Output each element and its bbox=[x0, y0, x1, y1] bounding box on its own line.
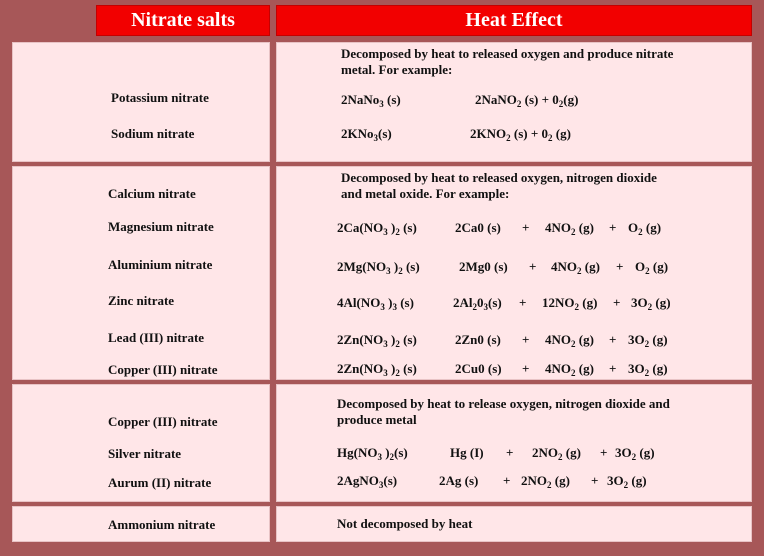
plus-sign: + bbox=[600, 445, 608, 460]
plus-sign: + bbox=[609, 361, 617, 376]
salt-name: Sodium nitrate bbox=[111, 126, 195, 141]
equation-row: 2Mg(NO3 )2 (s) 2Mg0 (s) + 4NO2 (g) + O2 … bbox=[277, 259, 753, 276]
equation: 2KNo3(s) bbox=[341, 126, 392, 143]
equation-product: 2Ca0 (s) bbox=[455, 220, 501, 235]
salt-name: Magnesium nitrate bbox=[108, 219, 214, 234]
plus-sign: + bbox=[519, 295, 527, 310]
salt-name: Aurum (II) nitrate bbox=[108, 475, 212, 490]
equation-row: Hg(NO3 )2(s) Hg (I) + 2NO2 (g) + 3O2 (g) bbox=[277, 445, 753, 462]
equation-product: 2NO2 (g) bbox=[521, 473, 570, 490]
equation-reactant: 4Al(NO3 )3 (s) bbox=[337, 295, 414, 312]
equation-reactant: 2Ca(NO3 )2 (s) bbox=[337, 220, 417, 237]
salt-name: Copper (III) nitrate bbox=[108, 362, 218, 377]
equation-product: 2Al203(s) bbox=[453, 295, 502, 312]
equation-product: 2Zn0 (s) bbox=[455, 332, 501, 347]
equation-product: 4NO2 (g) bbox=[545, 332, 594, 349]
equation-product: 4NO2 (g) bbox=[545, 361, 594, 378]
equation-reactant: 2Zn(NO3 )2 (s) bbox=[337, 361, 417, 378]
equation-row: 2Ca(NO3 )2 (s) 2Ca0 (s) + 4NO2 (g) + O2 … bbox=[277, 220, 753, 237]
salt-name: Zinc nitrate bbox=[108, 293, 175, 308]
equation-product: O2 (g) bbox=[635, 259, 669, 276]
group1-salts-cell: Potassium nitrate Sodium nitrate bbox=[12, 42, 270, 162]
equation-product: 3O2 (g) bbox=[628, 361, 668, 378]
plus-sign: + bbox=[529, 259, 537, 274]
group4-effect-cell: Not decomposed by heat bbox=[276, 506, 752, 542]
plus-sign: + bbox=[613, 295, 621, 310]
equation-product: O2 (g) bbox=[628, 220, 662, 237]
equation-row: 2AgNO3(s) 2Ag (s) + 2NO2 (g) + 3O2 (g) bbox=[277, 473, 753, 490]
plus-sign: + bbox=[609, 220, 617, 235]
equation-reactant: Hg(NO3 )2(s) bbox=[337, 445, 408, 462]
salt-name: Calcium nitrate bbox=[108, 186, 196, 201]
equation-products: 2KNO2 (s) + 02 (g) bbox=[470, 126, 571, 143]
equation-product: 12NO2 (g) bbox=[542, 295, 598, 312]
equation-product: 2Mg0 (s) bbox=[459, 259, 508, 274]
group2-description: Decomposed by heat to released oxygen, n… bbox=[341, 170, 657, 201]
group3-description: Decomposed by heat to release oxygen, ni… bbox=[337, 396, 670, 427]
salt-name: Aluminium nitrate bbox=[108, 257, 213, 272]
equation-row: 4Al(NO3 )3 (s) 2Al203(s) + 12NO2 (g) + 3… bbox=[277, 295, 753, 312]
equation-row: 2Zn(NO3 )2 (s) 2Cu0 (s) + 4NO2 (g) + 3O2… bbox=[277, 361, 753, 378]
plus-sign: + bbox=[591, 473, 599, 488]
header-heat-effect: Heat Effect bbox=[276, 5, 752, 36]
plus-sign: + bbox=[609, 332, 617, 347]
plus-sign: + bbox=[506, 445, 514, 460]
plus-sign: + bbox=[522, 332, 530, 347]
equation-product: 3O2 (g) bbox=[628, 332, 668, 349]
equation-row: 2Zn(NO3 )2 (s) 2Zn0 (s) + 4NO2 (g) + 3O2… bbox=[277, 332, 753, 349]
equation-product: 4NO2 (g) bbox=[545, 220, 594, 237]
equation-product: 4NO2 (g) bbox=[551, 259, 600, 276]
header-nitrate-salts: Nitrate salts bbox=[96, 5, 270, 36]
plus-sign: + bbox=[522, 220, 530, 235]
salt-name: Potassium nitrate bbox=[111, 90, 209, 105]
salt-name: Copper (III) nitrate bbox=[108, 414, 218, 429]
salt-name: Ammonium nitrate bbox=[108, 517, 216, 532]
equation-product: 3O2 (g) bbox=[615, 445, 655, 462]
equation-product: Hg (I) bbox=[450, 445, 484, 460]
group4-salts-cell: Ammonium nitrate bbox=[12, 506, 270, 542]
group1-effect-cell: Decomposed by heat to released oxygen an… bbox=[276, 42, 752, 162]
group3-effect-cell: Decomposed by heat to release oxygen, ni… bbox=[276, 384, 752, 502]
equation-products: 2NaNO2 (s) + 02(g) bbox=[475, 92, 579, 109]
equation-product: 2Ag (s) bbox=[439, 473, 479, 488]
equation-product: 2NO2 (g) bbox=[532, 445, 581, 462]
salt-name: Silver nitrate bbox=[108, 446, 182, 461]
equation-reactant: 2AgNO3(s) bbox=[337, 473, 398, 490]
plus-sign: + bbox=[616, 259, 624, 274]
equation-product: 3O2 (g) bbox=[631, 295, 671, 312]
plus-sign: + bbox=[522, 361, 530, 376]
equation-reactant: 2Mg(NO3 )2 (s) bbox=[337, 259, 420, 276]
group2-effect-cell: Decomposed by heat to released oxygen, n… bbox=[276, 166, 752, 380]
group4-description: Not decomposed by heat bbox=[337, 516, 473, 531]
group3-salts-cell: Copper (III) nitrate Silver nitrate Auru… bbox=[12, 384, 270, 502]
equation: 2NaNo3 (s) bbox=[341, 92, 401, 109]
salt-name: Lead (III) nitrate bbox=[108, 330, 205, 345]
equation-product: 2Cu0 (s) bbox=[455, 361, 502, 376]
equation-product: 3O2 (g) bbox=[607, 473, 647, 490]
plus-sign: + bbox=[503, 473, 511, 488]
equation-reactant: 2Zn(NO3 )2 (s) bbox=[337, 332, 417, 349]
group1-description: Decomposed by heat to released oxygen an… bbox=[341, 46, 674, 77]
group2-salts-cell: Calcium nitrate Magnesium nitrate Alumin… bbox=[12, 166, 270, 380]
